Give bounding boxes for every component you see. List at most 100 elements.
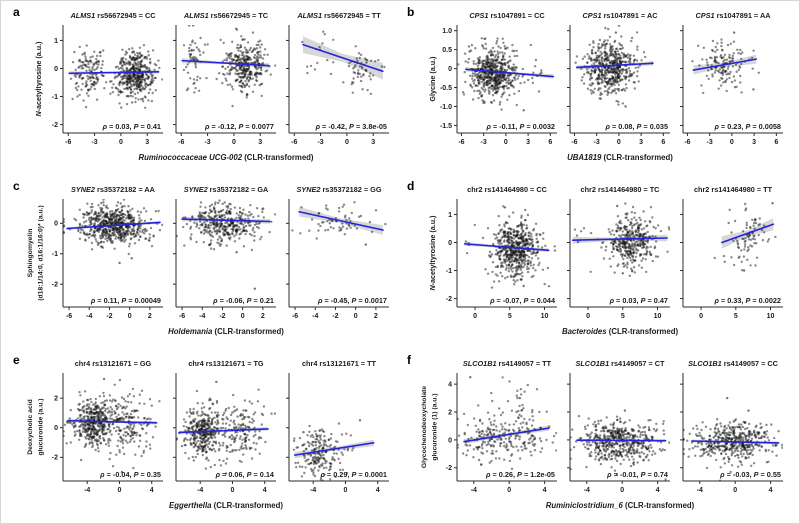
y-tick-label: -2 <box>52 282 58 289</box>
subplot-f3: SLCO1B1 rs4149057 = CC -4 0 4 ρ = -0.03, P =… <box>680 359 783 494</box>
x-tick-label: 4 <box>543 487 547 494</box>
y-axis-label: Sphingomyelin <box>27 229 34 278</box>
correlation-stats: ρ = 0.03, P = 0.47 <box>609 296 668 305</box>
x-axis-label: UBA1819 (CLR-transformed) <box>567 153 673 162</box>
y-tick-label: -2 <box>446 296 452 303</box>
x-tick-label: -3 <box>91 139 97 146</box>
correlation-stats: ρ = -0.12, P = 0.0077 <box>204 122 274 131</box>
x-tick-label: 4 <box>376 487 380 494</box>
subplot-title: ALMS1 rs56672945 = TC <box>183 11 269 20</box>
panel-a: a N-acetyltyrosine (a.u.) Ruminococcaceae … <box>13 5 389 162</box>
x-tick-label: -3 <box>707 139 713 146</box>
subplot-title: chr2 rs141464980 = CC <box>467 185 547 194</box>
subplot-b1: CPS1 rs1047891 = CC 1.0 0.5 0 -0.5 -1.0 -1.5 -6… <box>440 11 557 146</box>
y-axis-label: N-acetyltyrosine (a.u.) <box>428 215 437 291</box>
correlation-stats: ρ = -0.45, P = 0.0017 <box>317 296 387 305</box>
x-tick-label: 0 <box>230 487 234 494</box>
y-axis-label: N-acetyltyrosine (a.u.) <box>34 41 43 117</box>
subplot-title: CPS1 rs1047891 = CC <box>469 11 545 20</box>
trend-line <box>463 243 550 252</box>
y-tick-label: 1.0 <box>442 28 452 35</box>
scatter-points <box>176 199 276 290</box>
trend-line <box>298 210 384 231</box>
correlation-stats: ρ = -0.04, P = 0.35 <box>99 470 161 479</box>
x-tick-label: -4 <box>584 487 590 494</box>
x-tick-label: 3 <box>639 139 643 146</box>
y-tick-label: -1.0 <box>440 104 452 111</box>
x-tick-label: 0 <box>699 313 703 320</box>
y-axis-label: glucuronide (1) (a.u.) <box>432 393 439 460</box>
x-tick-label: 4 <box>769 487 773 494</box>
correlation-stats: ρ = 0.29, P = 0.0001 <box>319 470 387 479</box>
x-tick-label: 2 <box>261 313 265 320</box>
x-tick-label: -3 <box>481 139 487 146</box>
x-tick-label: -6 <box>458 139 464 146</box>
x-tick-label: -3 <box>204 139 210 146</box>
y-tick-label: -2 <box>52 455 58 462</box>
x-tick-label: -4 <box>310 487 316 494</box>
trend-line <box>465 68 555 78</box>
x-tick-label: 3 <box>145 139 149 146</box>
subplot-d3: chr2 rs141464980 = TT 0 5 10 ρ = 0.33, P = 0… <box>680 185 783 320</box>
y-tick-label: 1 <box>448 212 452 219</box>
x-tick-label: 0 <box>730 139 734 146</box>
panel-d: d N-acetyltyrosine (a.u.) Bacteroides (CLR… <box>407 179 783 336</box>
x-tick-label: -6 <box>291 139 297 146</box>
trend-line <box>691 440 780 444</box>
subplot-c1: SYNE2 rs35372182 = AA 0 -1 -2 -6 -4 -2 0 2 ρ = 0.… <box>52 185 163 320</box>
x-tick-label: 6 <box>661 139 665 146</box>
trend-line <box>576 439 667 442</box>
trend-line <box>181 218 271 223</box>
y-tick-label: -2 <box>446 465 452 472</box>
y-tick-label: 2 <box>54 396 58 403</box>
trend-line <box>66 221 161 230</box>
y-tick-label: 0 <box>448 240 452 247</box>
x-tick-label: 6 <box>548 139 552 146</box>
subplot-a3: ALMS1 rs56672945 = TT -6 -3 0 3 ρ = -0.42, P … <box>286 11 389 146</box>
x-tick-label: -4 <box>197 487 203 494</box>
x-tick-label: 0 <box>504 139 508 146</box>
subplot-title: chr2 rs141464980 = TC <box>581 185 661 194</box>
y-tick-label: 1 <box>54 38 58 45</box>
scatter-points <box>176 380 276 475</box>
x-tick-label: -3 <box>594 139 600 146</box>
subplot-title: ALMS1 rs56672945 = CC <box>70 11 157 20</box>
subplot-title: CPS1 rs1047891 = AC <box>583 11 659 20</box>
trend-line <box>302 43 384 73</box>
subplot-c2: SYNE2 rs35372182 = GA -6 -4 -2 0 2 ρ = -0.06, … <box>173 185 276 320</box>
x-tick-label: 0 <box>586 313 590 320</box>
x-tick-label: 0 <box>232 139 236 146</box>
subplot-d2: chr2 rs141464980 = TC 0 5 10 ρ = 0.03, P = 0… <box>567 185 670 320</box>
correlation-stats: ρ = -0.01, P = 0.74 <box>606 470 669 479</box>
correlation-stats: ρ = 0.03, P = 0.41 <box>102 122 161 131</box>
x-axis-label: Ruminiclostridium_6 (CLR-transformed) <box>546 501 695 510</box>
trend-line <box>721 223 775 244</box>
scatter-points <box>464 205 557 289</box>
panel-c: c Sphingomyelin (d18:1/14:0, d16:1/16:0)* … <box>13 179 389 336</box>
x-tick-label: 0 <box>617 139 621 146</box>
panel-label-d: d <box>407 179 414 193</box>
x-axis-label: Holdemania (CLR-transformed) <box>168 327 284 336</box>
subplot-b3: CPS1 rs1047891 = AA -6 -3 0 3 6 ρ = 0.23, P = … <box>680 11 783 146</box>
scatter-points <box>63 199 163 265</box>
y-tick-label: -1 <box>52 251 58 258</box>
x-tick-label: 0 <box>119 139 123 146</box>
correlation-stats: ρ = 0.26, P = 1.2e-05 <box>485 470 555 479</box>
x-tick-label: 10 <box>767 313 775 320</box>
x-tick-label: -6 <box>292 313 298 320</box>
x-tick-label: 4 <box>656 487 660 494</box>
x-tick-label: -6 <box>178 139 184 146</box>
x-tick-label: 0 <box>733 487 737 494</box>
scatter-points <box>574 25 654 108</box>
x-axis-label: Ruminococcaceae UCG-002 (CLR-transformed… <box>138 153 313 162</box>
trend-line <box>463 427 550 443</box>
x-tick-label: 0 <box>507 487 511 494</box>
y-tick-label: -1 <box>446 268 452 275</box>
subplot-title: SYNE2 rs35372182 = GA <box>184 185 269 194</box>
scatter-points <box>63 377 161 474</box>
x-tick-label: -6 <box>571 139 577 146</box>
x-axis-label: Bacteroides (CLR-transformed) <box>562 327 679 336</box>
subplot-a2: ALMS1 rs56672945 = TC -6 -3 0 3 ρ = -0.12, P … <box>173 11 276 146</box>
